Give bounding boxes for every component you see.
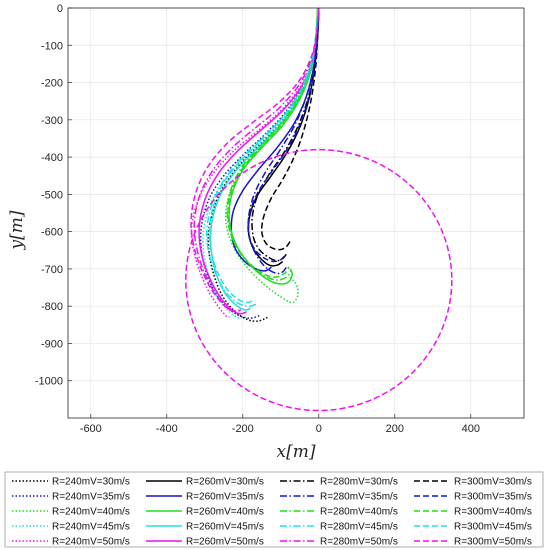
dashed-circle <box>185 148 453 412</box>
x-tick-label: -200 <box>232 423 254 435</box>
legend-label: R=260mV=35m/s <box>186 492 264 503</box>
y-tick-label: -800 <box>41 301 63 313</box>
legend-label: R=280mV=45m/s <box>320 522 398 533</box>
legend-label: R=260mV=50m/s <box>186 537 264 548</box>
legend-label: R=240mV=45m/s <box>52 522 130 533</box>
x-tick-label: 200 <box>386 423 404 435</box>
legend-label: R=300mV=45m/s <box>454 522 532 533</box>
curves <box>190 7 320 322</box>
y-tick-label: -900 <box>41 338 63 350</box>
x-tick-label: 400 <box>462 423 480 435</box>
x-tick-label: -400 <box>156 423 178 435</box>
legend-label: R=240mV=35m/s <box>52 492 130 503</box>
legend-label: R=280mV=40m/s <box>320 507 398 518</box>
y-tick-label: -400 <box>41 152 63 164</box>
y-tick-label: -700 <box>41 264 63 276</box>
series-line-16 <box>260 7 320 251</box>
legend-label: R=260mV=45m/s <box>186 522 264 533</box>
legend: R=240mV=30m/s R=240mV=35m/s R=240mV=40m/s R… <box>12 477 532 548</box>
legend-label: R=280mV=50m/s <box>320 537 398 548</box>
circle-layer <box>185 148 453 412</box>
x-tick-label: 0 <box>316 423 322 435</box>
series-line-18 <box>227 7 319 278</box>
legend-label: R=280mV=35m/s <box>320 492 398 503</box>
y-tick-label: -300 <box>41 115 63 127</box>
y-tick-label: -500 <box>41 189 63 201</box>
series-line-5 <box>190 7 320 319</box>
series-line-11 <box>251 7 320 262</box>
x-tick-labels: -600 -400 -200 0 200 400 <box>80 423 480 435</box>
y-tick-labels: 0 -100 -200 -300 -400 -500 -600 -700 -800 -900 -10… <box>35 3 63 388</box>
y-axis-label: y[m] <box>7 210 27 250</box>
series-line-12 <box>247 7 320 275</box>
legend-label: R=300mV=50m/s <box>454 537 532 548</box>
series-line-19 <box>208 7 319 304</box>
legend-box <box>4 471 544 548</box>
series-line-17 <box>247 7 320 263</box>
legend-label: R=300mV=40m/s <box>454 507 532 518</box>
y-tick-label: -1000 <box>35 376 63 388</box>
legend-label: R=300mV=35m/s <box>454 492 532 503</box>
y-tick-label: -100 <box>41 40 63 52</box>
y-tick-label: -200 <box>41 78 63 90</box>
x-axis-label: x[m] <box>277 442 316 462</box>
legend-label: R=240mV=30m/s <box>52 477 130 488</box>
y-tick-label: 0 <box>57 3 63 15</box>
legend-label: R=240mV=40m/s <box>52 507 130 518</box>
series-line-8 <box>228 7 319 285</box>
series-line-20 <box>190 7 320 312</box>
plot-background <box>68 8 524 418</box>
legend-label: R=300mV=30m/s <box>454 477 532 488</box>
plot-frame <box>67 7 525 419</box>
legend-label: R=260mV=30m/s <box>186 477 264 488</box>
legend-label: R=280mV=30m/s <box>320 477 398 488</box>
legend-label: R=240mV=50m/s <box>52 537 130 548</box>
y-tick-label: -600 <box>41 227 63 239</box>
x-tick-label: -600 <box>80 423 102 435</box>
legend-label: R=260mV=40m/s <box>186 507 264 518</box>
series-line-3 <box>224 7 319 304</box>
